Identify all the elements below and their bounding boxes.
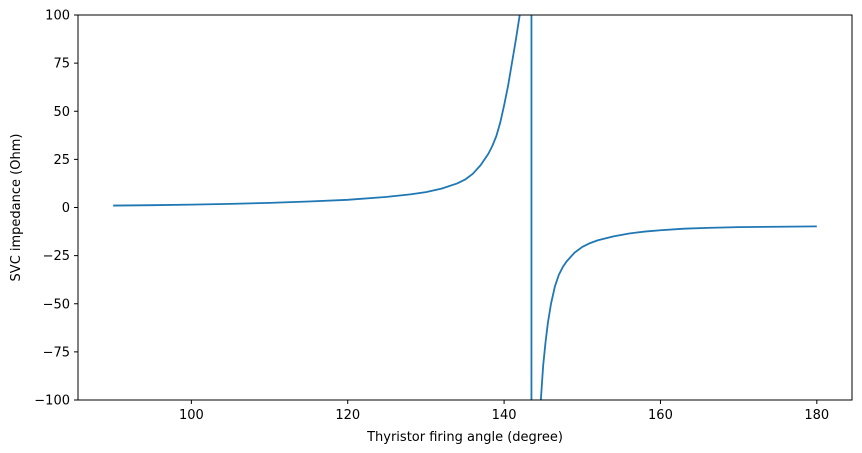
x-axis-label: Thyristor firing angle (degree) (366, 430, 563, 445)
y-tick-label: 0 (62, 201, 70, 216)
y-tick-label: −25 (43, 249, 70, 264)
y-axis-label: SVC impedance (Ohm) (9, 134, 24, 282)
y-tick-label: 75 (53, 57, 70, 72)
x-tick-label: 120 (335, 408, 360, 423)
x-tick-label: 100 (179, 408, 204, 423)
y-tick-label: −100 (34, 394, 70, 409)
x-tick-label: 160 (648, 408, 673, 423)
series-layer (113, 15, 817, 400)
y-tick-label: 100 (45, 9, 70, 24)
plot-area (78, 15, 852, 400)
y-tick-label: −75 (43, 345, 70, 360)
x-axis: 100 120 140 160 180 (179, 400, 829, 423)
y-tick-label: −50 (43, 297, 70, 312)
series-line-segment-3 (539, 225, 817, 400)
y-axis: −100 −75 −50 −25 0 25 50 75 100 (34, 9, 78, 409)
series-line-segment-1 (113, 15, 521, 207)
x-tick-label: 140 (492, 408, 517, 423)
x-tick-label: 180 (804, 408, 829, 423)
y-tick-label: 25 (53, 153, 70, 168)
y-tick-label: 50 (53, 105, 70, 120)
